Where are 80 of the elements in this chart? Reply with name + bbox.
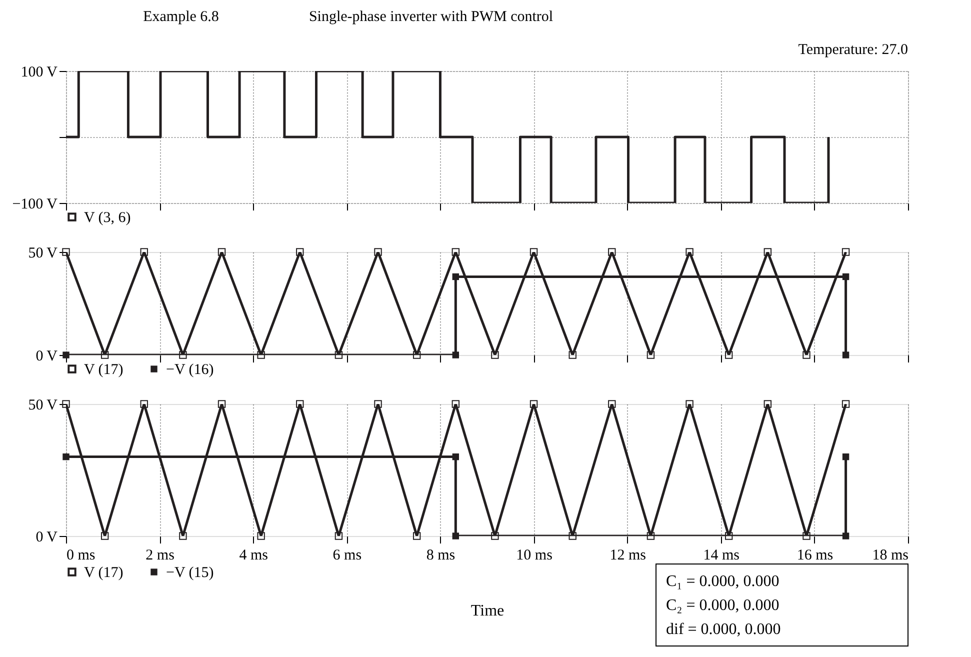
- point: [452, 352, 460, 358]
- y-tick-label: −100 V: [12, 196, 58, 212]
- point: [452, 248, 460, 256]
- point: [62, 352, 70, 358]
- legend-label: −V (15): [166, 565, 214, 581]
- point: [62, 400, 70, 408]
- chart-subtitle: Single-phase inverter with PWM control: [308, 9, 554, 25]
- x-tick-label: 18 ms: [872, 548, 909, 564]
- point: [842, 400, 850, 408]
- x-tick-label: 14 ms: [703, 548, 740, 564]
- point: [764, 400, 772, 408]
- x-tick-label: 16 ms: [796, 548, 834, 564]
- point: [686, 248, 694, 256]
- point: [452, 532, 460, 540]
- point: [140, 400, 148, 408]
- point: [842, 273, 850, 280]
- text: dif = 0.000, 0.000: [666, 621, 781, 638]
- x-tick-label: 8 ms: [426, 548, 456, 564]
- point: [334, 532, 343, 540]
- y-tick-label: 0 V: [36, 348, 58, 364]
- x-tick-label: 0 ms: [66, 548, 96, 564]
- point: [62, 248, 70, 256]
- legend-label: V (17): [84, 362, 124, 378]
- x-tick-label: 12 ms: [610, 548, 646, 564]
- point: [452, 273, 460, 280]
- point: [296, 400, 304, 408]
- text: C₁ = 0.000, 0.000: [666, 573, 780, 590]
- point: [412, 351, 421, 359]
- x-axis-title: Time: [470, 602, 504, 620]
- point: [257, 351, 265, 359]
- y-tick-label: 100 V: [20, 64, 58, 80]
- text: C₂ = 0.000, 0.000: [666, 597, 780, 614]
- point: [568, 351, 576, 359]
- y-tick-label: 50 V: [28, 246, 58, 262]
- point: [646, 351, 655, 359]
- point: [62, 453, 70, 460]
- point: [724, 351, 733, 359]
- point: [530, 400, 538, 408]
- point: [764, 248, 772, 256]
- point: [842, 532, 850, 540]
- x-tick-label: 6 ms: [332, 548, 362, 564]
- point: [842, 453, 850, 460]
- legend-label: −V (16): [166, 362, 214, 378]
- point: [686, 400, 694, 408]
- point: [842, 352, 850, 358]
- x-tick-label: 2 ms: [146, 548, 175, 564]
- point: [452, 453, 460, 460]
- point: [802, 532, 810, 540]
- legend-label: V (3, 6): [84, 210, 131, 226]
- point: [100, 351, 109, 359]
- point: [374, 248, 382, 256]
- legend-label: V (17): [84, 565, 124, 581]
- y-tick-label: 50 V: [28, 398, 58, 414]
- point: [608, 248, 616, 256]
- point: [568, 532, 576, 540]
- point: [218, 248, 226, 256]
- point: [296, 248, 304, 256]
- point: [491, 532, 499, 540]
- point: [179, 351, 187, 359]
- chart-title: Example 6.8: [143, 9, 219, 25]
- point: [179, 532, 187, 540]
- point: [100, 532, 109, 540]
- point: [218, 400, 226, 408]
- text: Temperature: 27.0: [798, 42, 908, 58]
- point: [530, 248, 538, 256]
- point: [412, 532, 421, 540]
- point: [334, 351, 343, 359]
- point: [374, 400, 382, 408]
- point: [608, 400, 616, 408]
- point: [802, 351, 810, 359]
- y-tick-label: 0 V: [36, 530, 58, 546]
- point: [452, 400, 460, 408]
- point: [257, 532, 265, 540]
- point: [842, 248, 850, 256]
- point: [724, 532, 733, 540]
- point: [646, 532, 655, 540]
- x-tick-label: 4 ms: [239, 548, 268, 564]
- x-tick-label: 10 ms: [516, 548, 553, 564]
- point: [140, 248, 148, 256]
- point: [491, 351, 499, 359]
